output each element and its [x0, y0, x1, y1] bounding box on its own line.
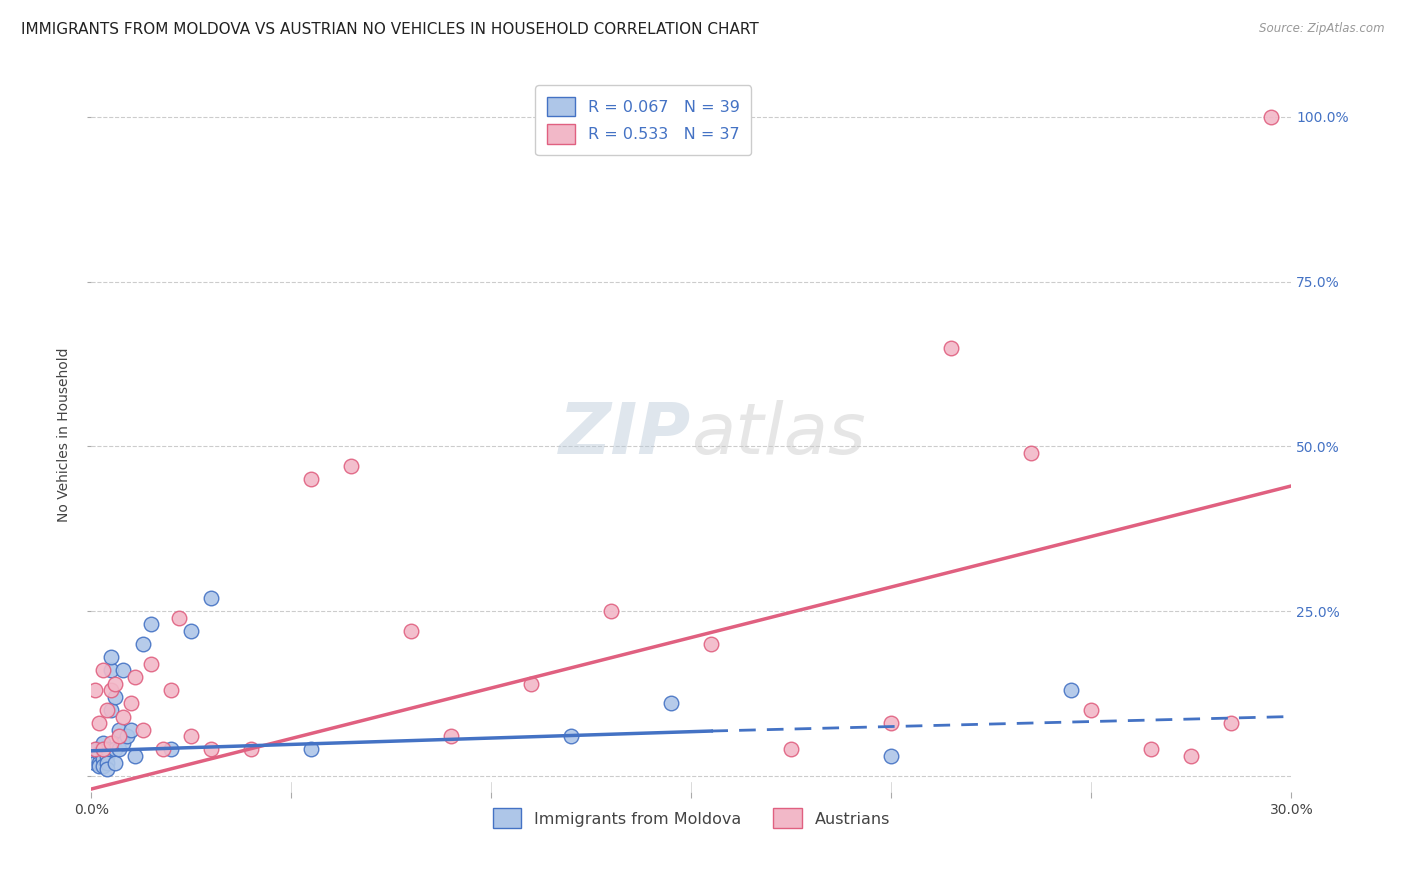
Point [91, 736, 114, 750]
Point [780, 742, 803, 756]
Point [91, 742, 114, 756]
Point [89, 756, 111, 770]
Point [659, 697, 682, 711]
Point [180, 624, 202, 638]
Point [82, 746, 104, 760]
Point [1080, 703, 1102, 717]
Point [200, 591, 222, 605]
Point [96, 756, 118, 770]
Point [132, 637, 155, 651]
Point [96, 742, 118, 756]
Point [104, 756, 127, 770]
Point [112, 736, 135, 750]
Point [91, 749, 114, 764]
Point [1140, 742, 1163, 756]
Point [112, 664, 135, 678]
Point [100, 650, 122, 665]
Point [84, 749, 107, 764]
Point [560, 729, 582, 743]
Y-axis label: No Vehicles in Household: No Vehicles in Household [58, 348, 72, 522]
Point [86, 742, 108, 756]
Point [141, 617, 163, 632]
Point [84, 742, 107, 756]
Point [100, 683, 122, 698]
Point [84, 683, 107, 698]
Point [89, 716, 111, 731]
Point [160, 742, 183, 756]
Text: ZIP: ZIP [560, 401, 692, 469]
Point [91, 664, 114, 678]
Point [1021, 446, 1043, 460]
Point [169, 610, 191, 624]
Point [96, 703, 118, 717]
Point [132, 723, 155, 737]
Point [1220, 716, 1243, 731]
Legend: Immigrants from Moldova, Austrians: Immigrants from Moldova, Austrians [486, 802, 897, 834]
Point [104, 676, 127, 690]
Point [124, 670, 146, 684]
Point [299, 742, 322, 756]
Point [440, 729, 463, 743]
Point [96, 749, 118, 764]
Point [880, 716, 903, 731]
Point [117, 729, 139, 743]
Point [120, 697, 142, 711]
Point [880, 749, 903, 764]
Point [108, 723, 131, 737]
Point [89, 759, 111, 773]
Point [160, 683, 183, 698]
Point [700, 637, 723, 651]
Text: Source: ZipAtlas.com: Source: ZipAtlas.com [1260, 22, 1385, 36]
Point [91, 759, 114, 773]
Point [96, 762, 118, 776]
Point [401, 624, 423, 638]
Point [520, 676, 543, 690]
Point [84, 756, 107, 770]
Point [89, 746, 111, 760]
Point [240, 742, 263, 756]
Point [100, 703, 122, 717]
Point [1060, 683, 1083, 698]
Text: IMMIGRANTS FROM MOLDOVA VS AUSTRIAN NO VEHICLES IN HOUSEHOLD CORRELATION CHART: IMMIGRANTS FROM MOLDOVA VS AUSTRIAN NO V… [21, 22, 759, 37]
Point [600, 604, 623, 618]
Point [340, 459, 363, 474]
Point [104, 690, 127, 704]
Point [91, 742, 114, 756]
Point [152, 742, 174, 756]
Point [299, 472, 322, 486]
Point [141, 657, 163, 671]
Point [1180, 749, 1202, 764]
Point [108, 729, 131, 743]
Point [100, 736, 122, 750]
Point [1260, 110, 1282, 124]
Text: atlas: atlas [692, 401, 866, 469]
Point [120, 723, 142, 737]
Point [180, 729, 202, 743]
Point [200, 742, 222, 756]
Point [91, 752, 114, 766]
Point [124, 749, 146, 764]
Point [108, 742, 131, 756]
Point [100, 664, 122, 678]
Point [112, 709, 135, 723]
Point [941, 341, 963, 355]
Point [104, 742, 127, 756]
